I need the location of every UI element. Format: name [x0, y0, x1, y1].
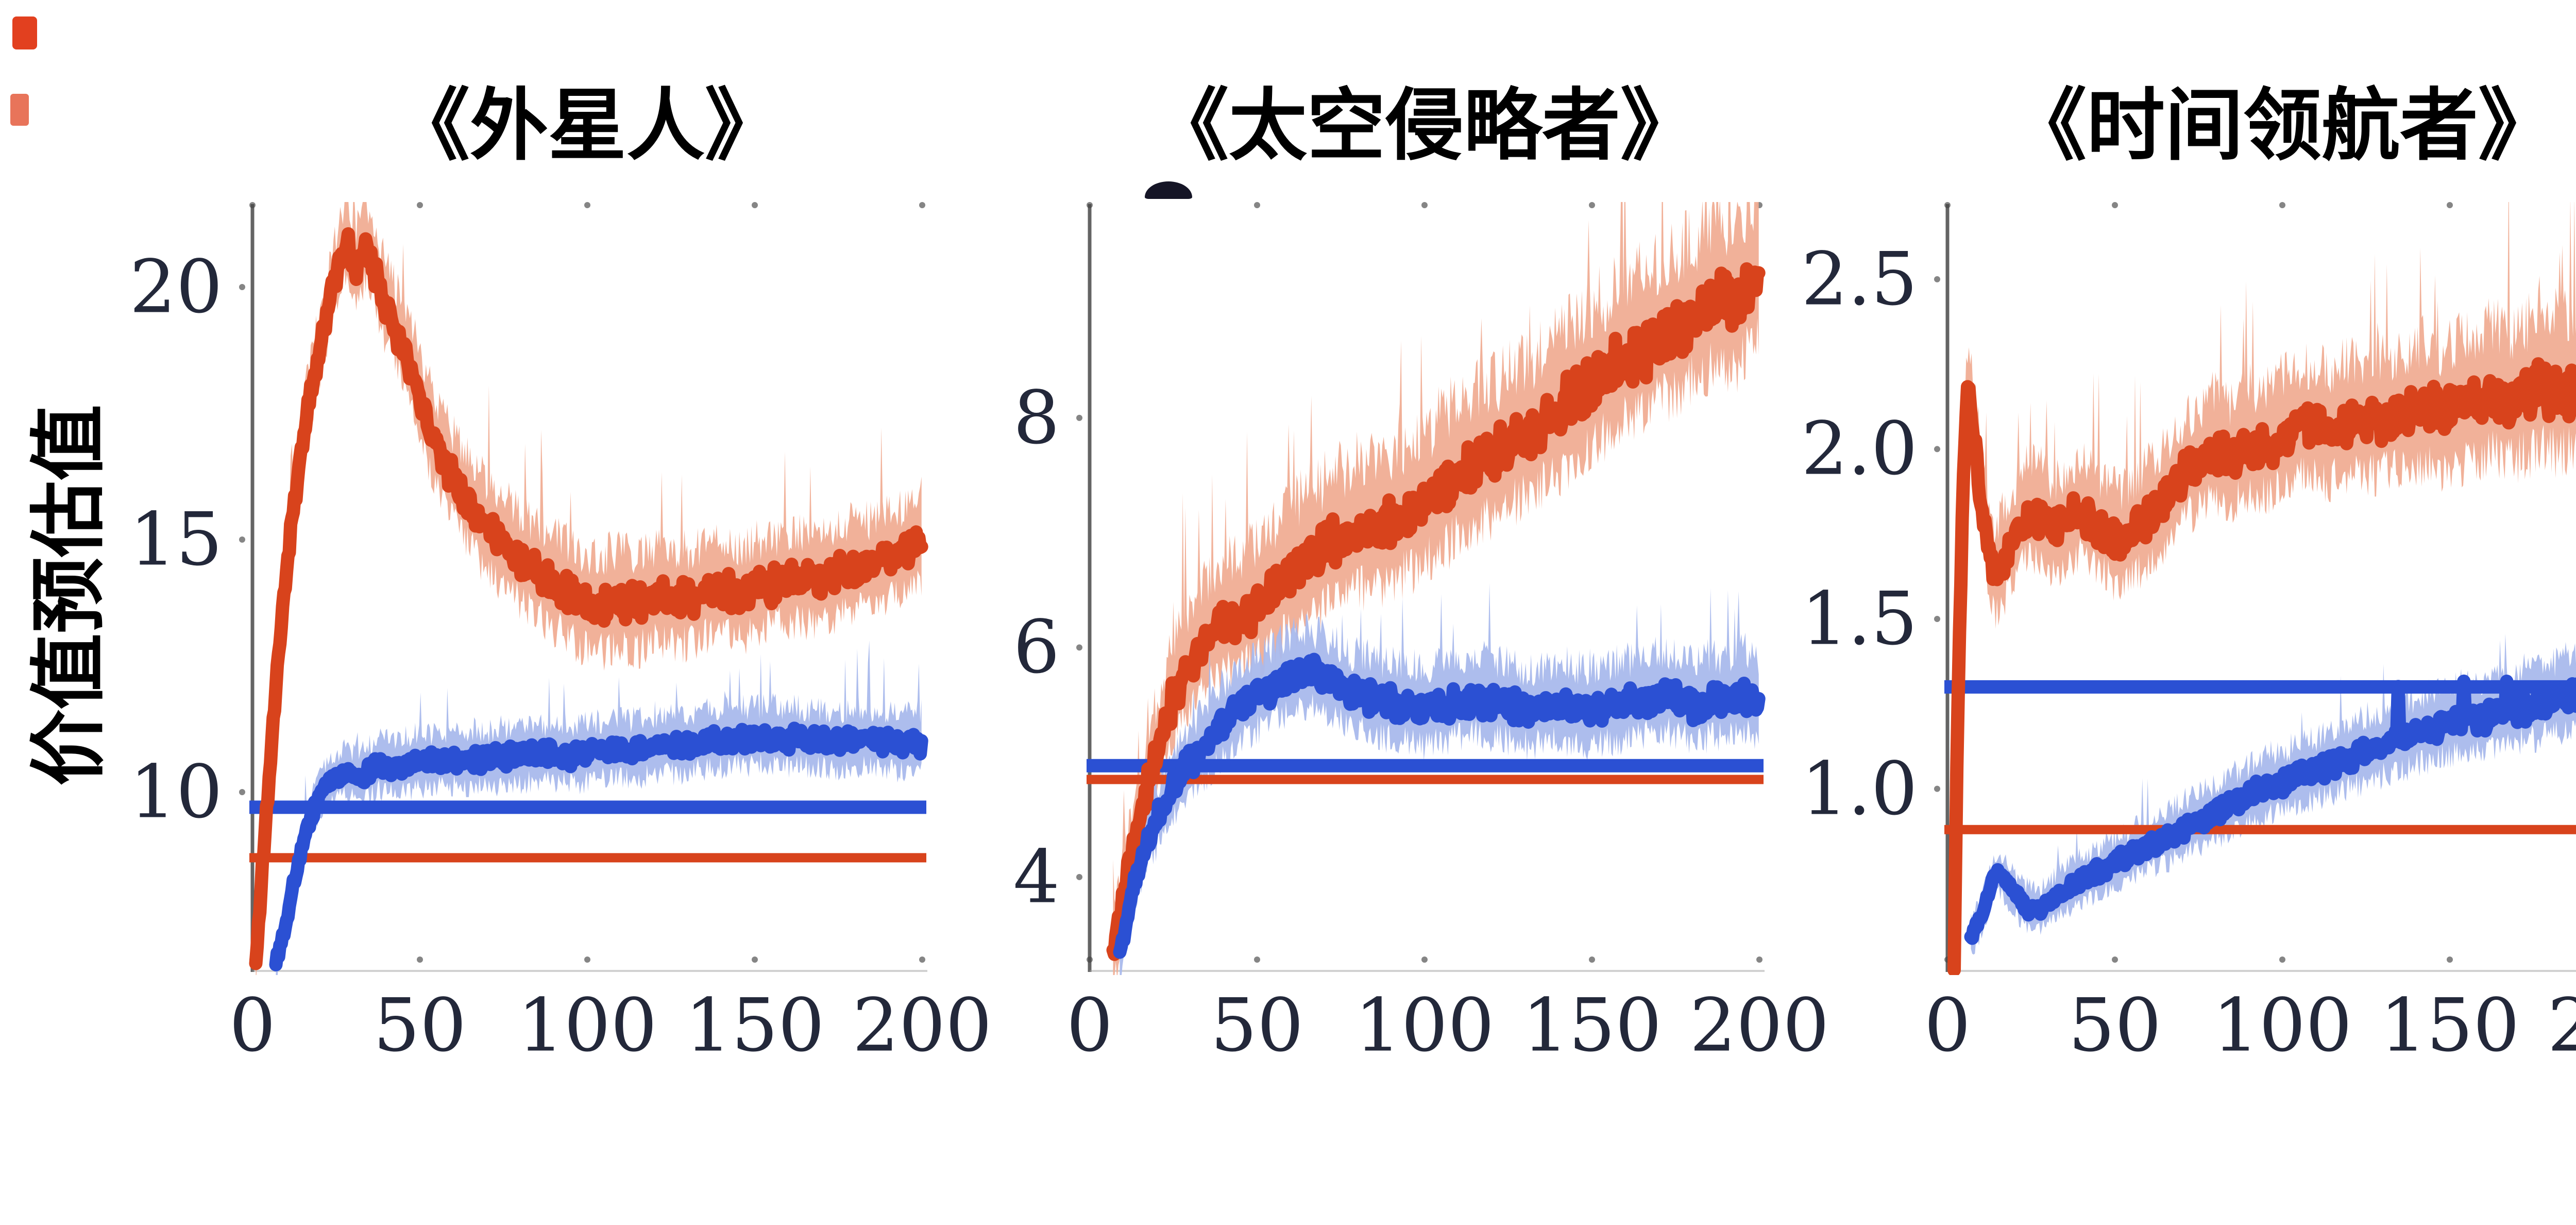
- top-tick: [2279, 202, 2285, 208]
- top-tick: [752, 202, 758, 208]
- panel-1-ytick-1: 6: [1013, 605, 1060, 690]
- panel-0-xtick-1: 50: [373, 983, 467, 1068]
- bottom-tick: [584, 956, 590, 963]
- scan-artifact-red-left: [10, 94, 29, 126]
- panel-0: [239, 202, 928, 975]
- left-tick: [1934, 276, 1940, 282]
- panel-0-xtick-2: 100: [517, 983, 657, 1068]
- top-tick: [1944, 202, 1951, 208]
- bottom-tick: [1087, 956, 1093, 963]
- bottom-tick: [1756, 956, 1762, 963]
- left-tick: [1934, 446, 1940, 452]
- panel-1-xtick-0: 0: [1066, 983, 1113, 1068]
- panel-0-xtick-0: 0: [229, 983, 276, 1068]
- panel-1: [1076, 202, 1766, 975]
- left-tick: [239, 536, 245, 543]
- dqn_estimate-line: [1947, 357, 2576, 975]
- left-tick: [1934, 785, 1940, 792]
- panel-0-xtick-4: 200: [852, 983, 992, 1068]
- bottom-tick: [417, 956, 423, 963]
- dqn_estimate-band: [1954, 202, 2576, 975]
- panel-2: [1934, 202, 2576, 975]
- left-tick: [1076, 644, 1082, 651]
- top-tick: [2112, 202, 2118, 208]
- bottom-tick: [1589, 956, 1595, 963]
- panel-0-ytick-2: 10: [129, 749, 223, 835]
- panel-2-xtick-1: 50: [2068, 983, 2162, 1068]
- panel-2-ytick-3: 1.0: [1801, 746, 1918, 832]
- bottom-tick: [752, 956, 758, 963]
- left-tick: [239, 284, 245, 290]
- panel-1-xtick-1: 50: [1210, 983, 1304, 1068]
- panel-2-ytick-0: 2.5: [1801, 237, 1918, 322]
- panel-title-0: 《外星人》: [392, 79, 783, 171]
- panel-title-2: 《时间领航者》: [2008, 79, 2556, 171]
- ddqn_estimate-line: [269, 721, 928, 971]
- panel-1-xtick-2: 100: [1354, 983, 1495, 1068]
- ddqn_estimate-line: [1113, 652, 1766, 959]
- panel-1-xtick-4: 200: [1689, 983, 1829, 1068]
- panel-2-xtick-2: 100: [2212, 983, 2352, 1068]
- left-tick: [239, 789, 245, 795]
- top-tick: [919, 202, 925, 208]
- top-tick: [1421, 202, 1428, 208]
- panel-2-xtick-4: 200: [2547, 983, 2576, 1068]
- panel-1-ytick-0: 8: [1013, 375, 1060, 461]
- left-tick: [1076, 414, 1082, 421]
- bottom-tick: [2279, 956, 2285, 963]
- dqn_estimate-line: [249, 227, 928, 970]
- panel-1-ytick-2: 4: [1013, 834, 1060, 920]
- panel-2-ytick-2: 1.5: [1801, 576, 1918, 662]
- panel-2-ytick-1: 2.0: [1801, 406, 1918, 492]
- top-tick: [1087, 202, 1093, 208]
- panel-title-1: 《太空侵略者》: [1150, 79, 1699, 171]
- dqn_estimate-band: [1113, 202, 1759, 975]
- ddqn_estimate-band: [276, 640, 922, 975]
- y-axis-label: 价值预估值: [23, 405, 113, 786]
- dqn_estimate-line: [1106, 262, 1766, 961]
- bottom-tick: [2447, 956, 2453, 963]
- bottom-tick: [919, 956, 925, 963]
- top-tick: [1254, 202, 1260, 208]
- top-tick: [1589, 202, 1595, 208]
- bottom-tick: [1421, 956, 1428, 963]
- left-tick: [1934, 616, 1940, 623]
- top-tick: [584, 202, 590, 208]
- panel-2-xtick-0: 0: [1924, 983, 1971, 1068]
- panel-0-xtick-3: 150: [685, 983, 825, 1068]
- panel-0-ytick-0: 20: [129, 244, 223, 330]
- panel-1-xtick-3: 150: [1522, 983, 1662, 1068]
- top-tick: [249, 202, 256, 208]
- top-tick: [2447, 202, 2453, 208]
- top-tick: [417, 202, 423, 208]
- ddqn_estimate-line: [1964, 674, 2576, 945]
- panel-0-ytick-1: 15: [129, 497, 223, 582]
- bottom-tick: [2112, 956, 2118, 963]
- scan-artifact-red-top: [12, 16, 37, 49]
- left-tick: [1076, 874, 1082, 880]
- panel-2-xtick-3: 150: [2380, 983, 2520, 1068]
- bottom-tick: [1254, 956, 1260, 963]
